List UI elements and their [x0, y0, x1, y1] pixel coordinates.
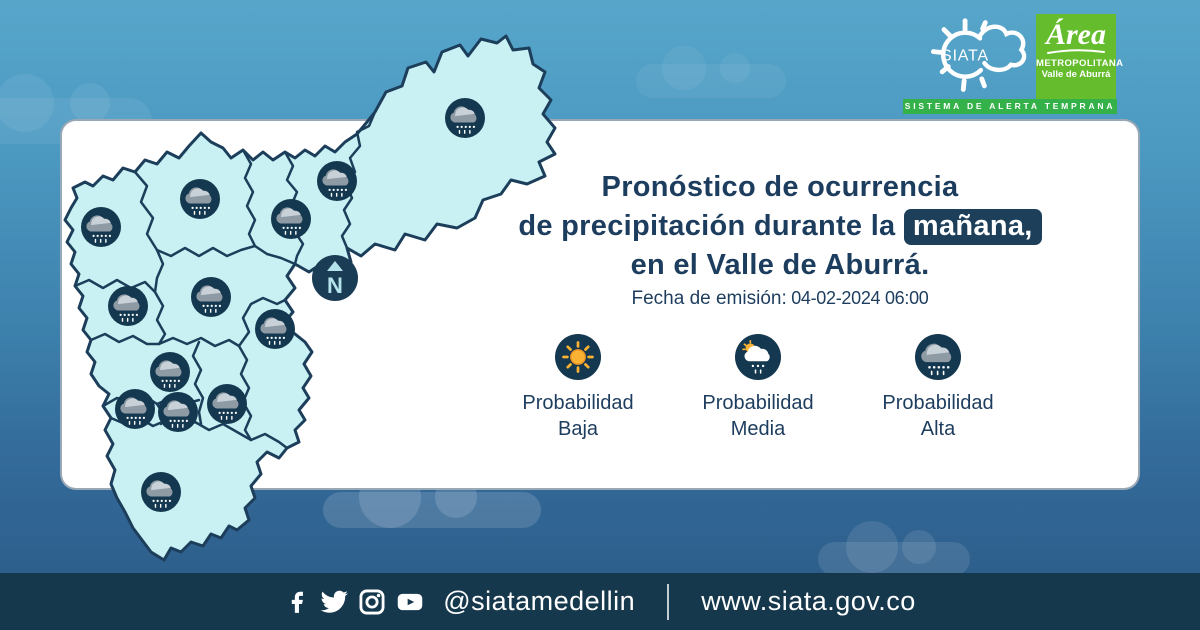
facebook-icon[interactable] [284, 588, 310, 616]
website-link[interactable]: www.siata.gov.co [701, 586, 916, 616]
siata-logo: SIATA [930, 18, 1027, 92]
youtube-icon[interactable] [395, 588, 425, 616]
siata-logo-text: SIATA [941, 47, 989, 64]
area-logo-line2: Valle de Aburrá [1041, 69, 1111, 80]
twitter-icon[interactable] [319, 588, 349, 616]
footer-divider [667, 583, 670, 620]
background-cloud [818, 521, 970, 576]
forecast-card [60, 119, 1140, 490]
social-icons [284, 588, 425, 616]
footer-bar: @siatamedellin www.siata.gov.co [0, 573, 1200, 630]
background-cloud [636, 46, 786, 98]
background-cloud [323, 466, 541, 528]
instagram-icon[interactable] [358, 588, 386, 616]
logo-swoosh [1047, 49, 1105, 54]
social-handle[interactable]: @siatamedellin [443, 586, 636, 616]
area-logo-line1: METROPOLITANA [1036, 58, 1124, 69]
area-logo-script: Área [1046, 18, 1106, 51]
area-metropolitana-logo: Área METROPOLITANA Valle de Aburrá [1036, 14, 1124, 99]
siata-tagline: SISTEMA DE ALERTA TEMPRANA [903, 99, 1117, 114]
